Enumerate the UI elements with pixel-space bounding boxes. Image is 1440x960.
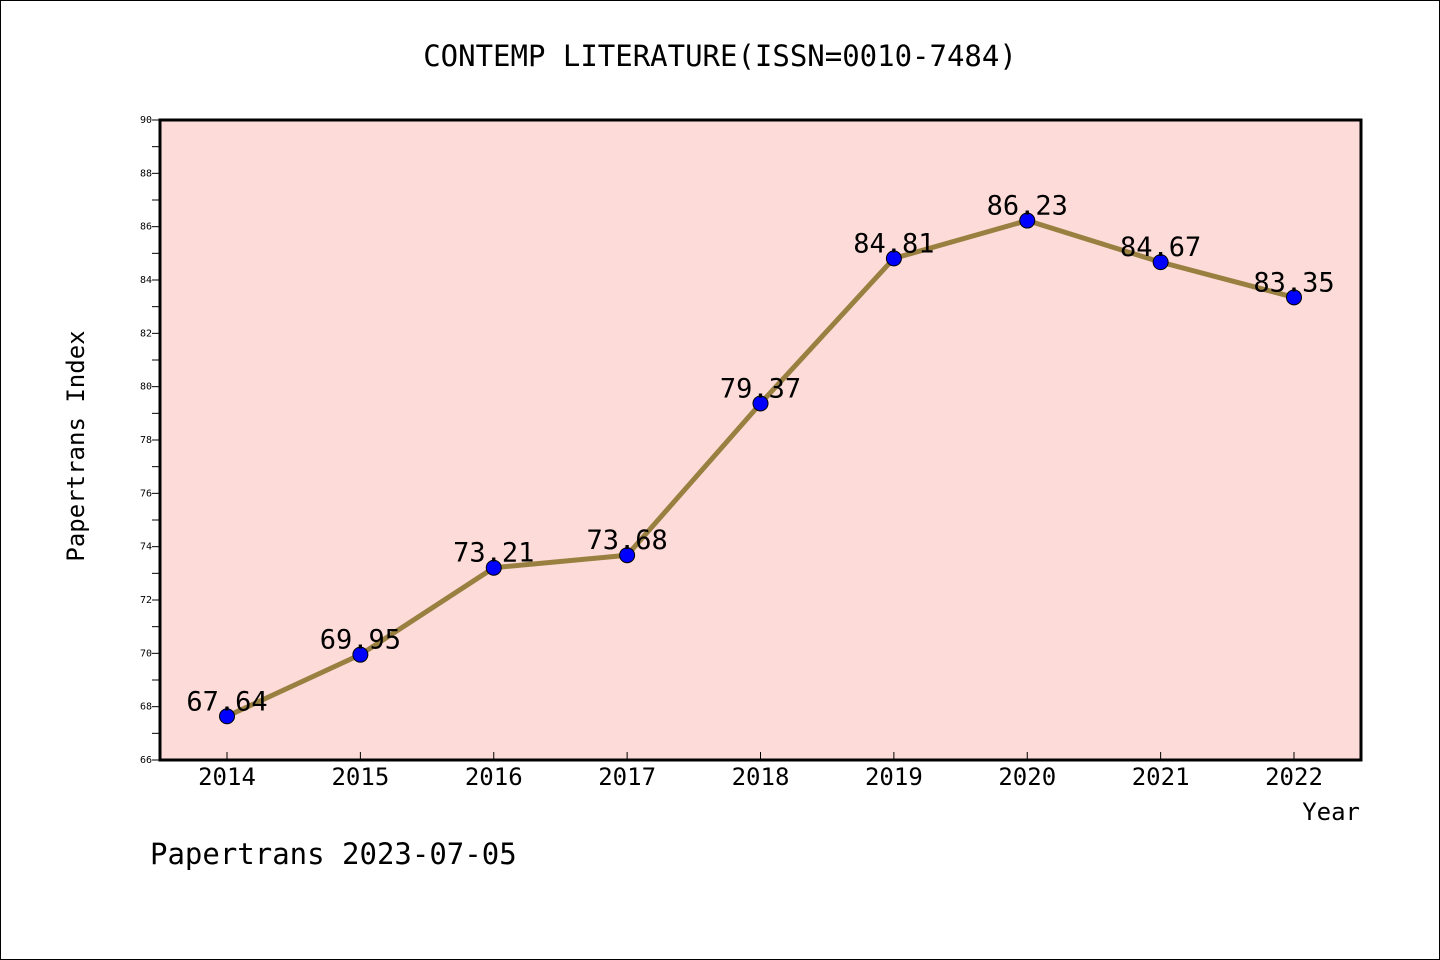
- y-tick-label: 86: [140, 222, 152, 233]
- y-tick-label: 78: [140, 435, 152, 446]
- x-tick-label: 2015: [331, 763, 389, 791]
- data-point-marker: [752, 395, 769, 412]
- x-tick-label: 2021: [1132, 763, 1190, 791]
- y-tick-label: 66: [140, 755, 152, 766]
- data-label: 67.64: [186, 686, 267, 717]
- data-point-marker: [619, 547, 636, 564]
- data-label: 84.67: [1120, 232, 1201, 263]
- y-tick-label: 88: [140, 168, 152, 179]
- data-label: 73.68: [586, 525, 667, 556]
- y-tick-label: 68: [140, 702, 152, 713]
- y-tick-label: 70: [140, 648, 152, 659]
- x-tick-label: 2018: [732, 763, 790, 791]
- chart-title: CONTEMP LITERATURE(ISSN=0010-7484): [423, 39, 1017, 73]
- data-label: 83.35: [1253, 267, 1334, 298]
- data-point-marker: [1152, 254, 1169, 271]
- y-tick-label: 82: [140, 328, 152, 339]
- data-point-marker: [219, 708, 235, 725]
- y-tick-label: 90: [140, 115, 152, 126]
- data-label: 86.23: [987, 191, 1068, 222]
- data-point-marker: [352, 646, 369, 663]
- data-point-marker: [1019, 212, 1036, 229]
- x-tick-label: 2017: [598, 763, 656, 791]
- y-axis: 66 68 70 72 74 76 78 80 82 84 86 88 90: [140, 115, 160, 766]
- x-axis: 2014 2015 2016 2017 2018 2019 2020 2021 2022: [198, 752, 1323, 791]
- x-tick-label: 2020: [998, 763, 1056, 791]
- y-tick-label: 84: [140, 275, 152, 286]
- data-label: 73.21: [453, 538, 534, 569]
- series-line-group: 67.64 69.95 73.21 73.68 79.37 84.81 86.23 84.67…: [186, 191, 1335, 725]
- y-tick-label: 74: [140, 542, 152, 553]
- data-label: 79.37: [720, 373, 801, 404]
- x-tick-label: 2019: [865, 763, 923, 791]
- footer-stamp: Papertrans 2023-07-05: [150, 837, 517, 871]
- data-label: 84.81: [853, 228, 934, 259]
- x-tick-label: 2022: [1265, 763, 1323, 791]
- data-label: 69.95: [320, 625, 401, 656]
- data-point-marker: [485, 559, 502, 576]
- data-point-marker: [1286, 289, 1302, 306]
- x-axis-label: Year: [1302, 798, 1360, 826]
- y-axis-label: Papertrans Index: [62, 330, 90, 561]
- x-tick-label: 2016: [465, 763, 523, 791]
- y-tick-label: 80: [140, 382, 152, 393]
- y-tick-label: 72: [140, 595, 152, 606]
- data-point-marker: [885, 250, 902, 267]
- x-tick-label: 2014: [198, 763, 256, 791]
- y-tick-label: 76: [140, 488, 152, 499]
